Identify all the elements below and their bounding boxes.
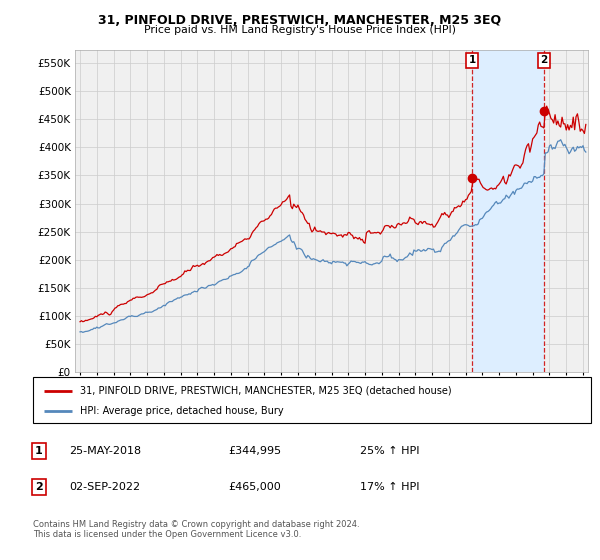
Bar bbox=[472, 50, 544, 372]
Text: £344,995: £344,995 bbox=[228, 446, 281, 456]
Text: 31, PINFOLD DRIVE, PRESTWICH, MANCHESTER, M25 3EQ (detached house): 31, PINFOLD DRIVE, PRESTWICH, MANCHESTER… bbox=[80, 386, 452, 396]
Text: 2: 2 bbox=[35, 482, 43, 492]
Text: 31, PINFOLD DRIVE, PRESTWICH, MANCHESTER, M25 3EQ: 31, PINFOLD DRIVE, PRESTWICH, MANCHESTER… bbox=[98, 14, 502, 27]
Text: 1: 1 bbox=[469, 55, 476, 65]
Text: 25% ↑ HPI: 25% ↑ HPI bbox=[360, 446, 419, 456]
Text: £465,000: £465,000 bbox=[228, 482, 281, 492]
Text: 2: 2 bbox=[540, 55, 548, 65]
Text: 25-MAY-2018: 25-MAY-2018 bbox=[69, 446, 141, 456]
Text: Price paid vs. HM Land Registry's House Price Index (HPI): Price paid vs. HM Land Registry's House … bbox=[144, 25, 456, 35]
Text: HPI: Average price, detached house, Bury: HPI: Average price, detached house, Bury bbox=[80, 407, 284, 416]
Text: 02-SEP-2022: 02-SEP-2022 bbox=[69, 482, 140, 492]
Text: Contains HM Land Registry data © Crown copyright and database right 2024.
This d: Contains HM Land Registry data © Crown c… bbox=[33, 520, 359, 539]
Text: 1: 1 bbox=[35, 446, 43, 456]
Text: 17% ↑ HPI: 17% ↑ HPI bbox=[360, 482, 419, 492]
